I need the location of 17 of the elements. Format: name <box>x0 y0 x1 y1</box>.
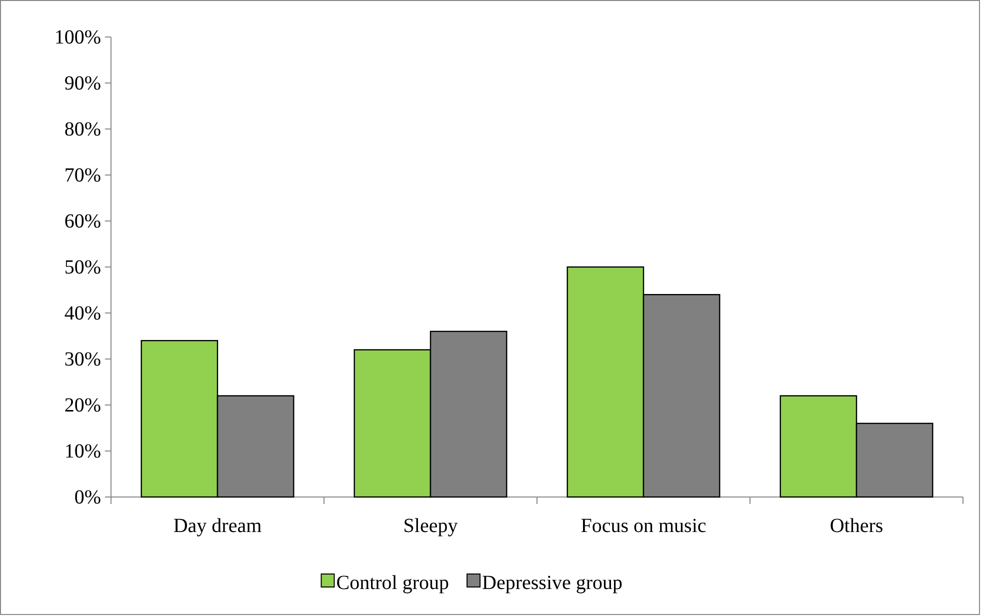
y-tick-label: 60% <box>64 210 101 232</box>
x-tick-label: Focus on music <box>580 515 706 537</box>
y-tick-label: 40% <box>64 302 101 324</box>
y-tick-label: 10% <box>64 440 101 462</box>
y-tick-label: 80% <box>64 118 101 140</box>
x-tick-label: Sleepy <box>403 515 458 537</box>
y-tick-label: 100% <box>54 26 101 48</box>
y-tick-label: 30% <box>64 348 101 370</box>
y-tick-label: 0% <box>74 486 101 508</box>
y-tick-label: 20% <box>64 394 101 416</box>
x-tick-label: Others <box>830 515 884 537</box>
y-tick-label: 70% <box>64 164 101 186</box>
legend-label: Depressive group <box>482 572 623 594</box>
legend-label: Control group <box>336 572 450 594</box>
y-tick-label: 50% <box>64 256 101 278</box>
y-tick-label: 90% <box>64 72 101 94</box>
x-tick-label: Day dream <box>173 515 262 537</box>
